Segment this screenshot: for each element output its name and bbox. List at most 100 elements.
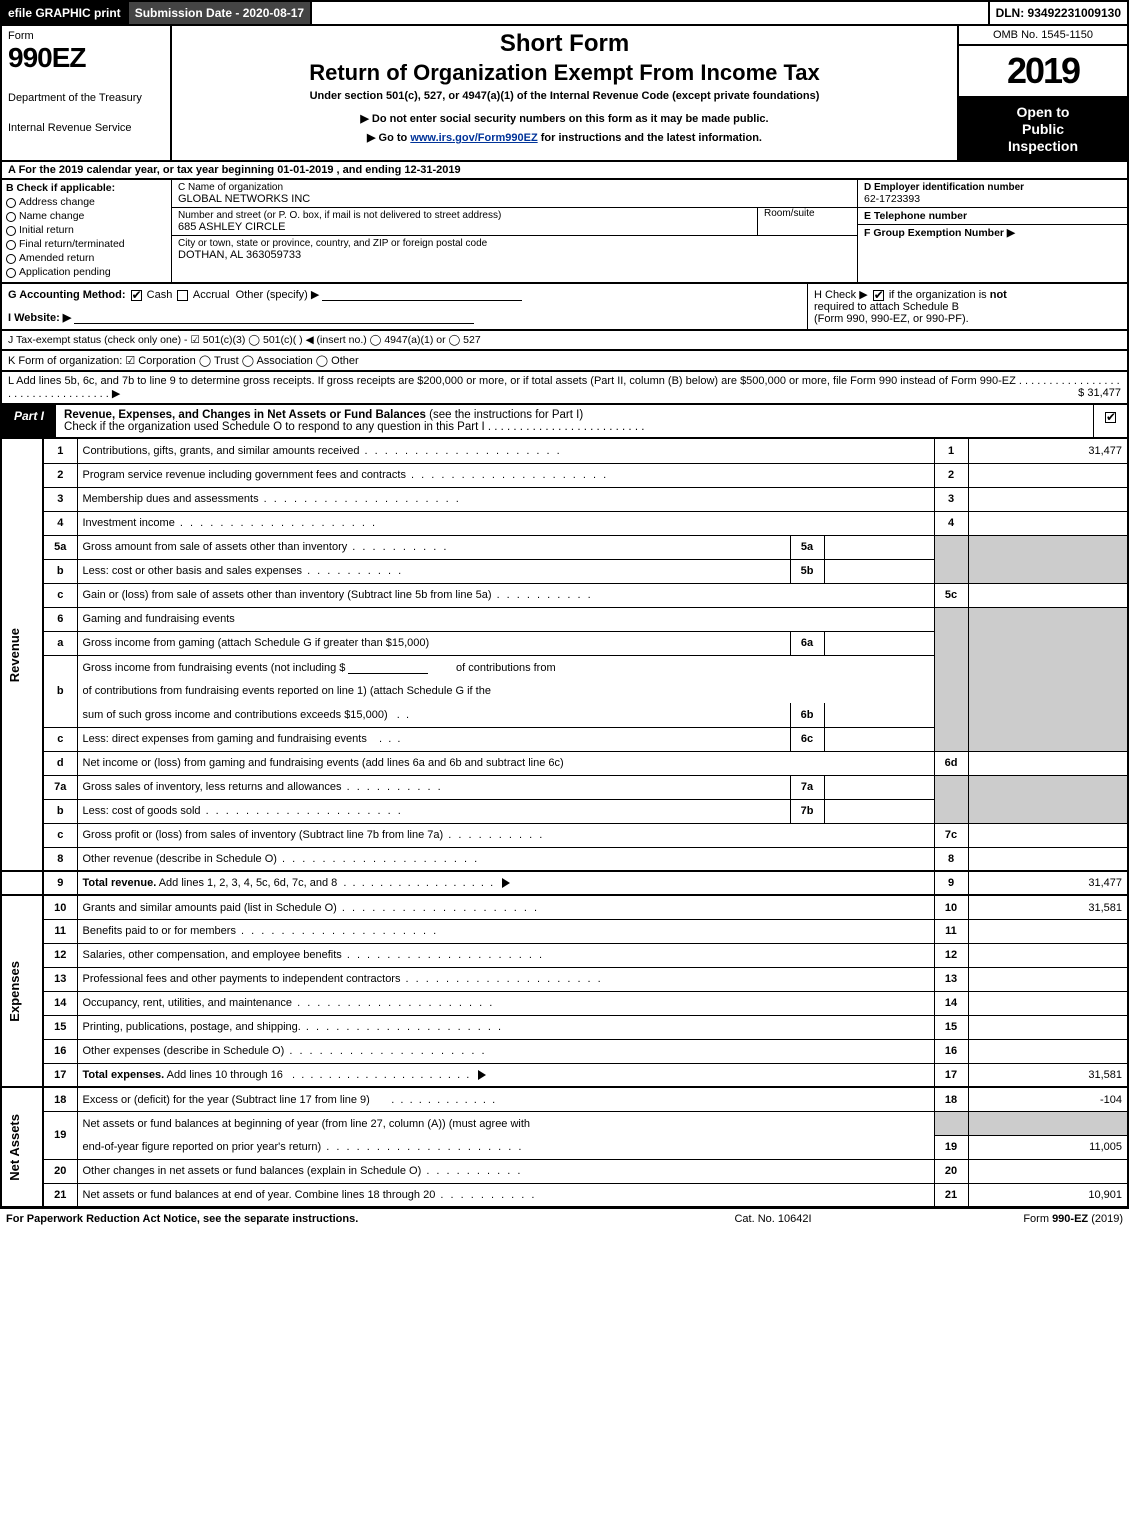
l6c-desc: Less: direct expenses from gaming and fu… <box>77 727 790 751</box>
dept-irs: Internal Revenue Service <box>8 122 164 134</box>
l13-num: 13 <box>43 967 77 991</box>
org-name-cell: C Name of organization GLOBAL NETWORKS I… <box>172 180 857 208</box>
chk-schedule-b[interactable] <box>873 290 884 301</box>
row-k: K Form of organization: ☑ Corporation ◯ … <box>0 351 1129 372</box>
addr-value: 685 ASHLEY CIRCLE <box>178 221 751 233</box>
note-goto: ▶ Go to www.irs.gov/Form990EZ for instru… <box>182 131 947 144</box>
open-public-inspection: Open to Public Inspection <box>959 98 1127 160</box>
l16-num: 16 <box>43 1039 77 1063</box>
l5c-amt <box>968 583 1128 607</box>
l17-num: 17 <box>43 1063 77 1087</box>
l18-num: 18 <box>43 1087 77 1111</box>
l6-num: 6 <box>43 607 77 631</box>
chk-amended-return[interactable]: Amended return <box>6 252 167 264</box>
l6-grey1 <box>934 607 968 751</box>
l15-num: 15 <box>43 1015 77 1039</box>
triangle-icon <box>478 1070 486 1080</box>
dept-treasury: Department of the Treasury <box>8 92 164 104</box>
chk-schedule-o-part1[interactable] <box>1105 412 1116 423</box>
l10-num: 10 <box>43 895 77 919</box>
l5b-sn: 5b <box>790 559 824 583</box>
box-f: F Group Exemption Number ▶ <box>858 225 1127 282</box>
side-net-assets: Net Assets <box>1 1087 43 1207</box>
l3-ln: 3 <box>934 487 968 511</box>
l9-amt: 31,477 <box>968 871 1128 895</box>
l19-desc1: Net assets or fund balances at beginning… <box>77 1111 934 1135</box>
l7a-num: 7a <box>43 775 77 799</box>
l16-amt <box>968 1039 1128 1063</box>
website-line[interactable] <box>74 312 474 324</box>
l9-num: 9 <box>43 871 77 895</box>
l15-ln: 15 <box>934 1015 968 1039</box>
title-sub: Under section 501(c), 527, or 4947(a)(1)… <box>182 90 947 102</box>
row-l-text: L Add lines 5b, 6c, and 7b to line 9 to … <box>8 375 1120 400</box>
submission-date-button[interactable]: Submission Date - 2020-08-17 <box>129 2 312 24</box>
box-e: E Telephone number <box>858 208 1127 225</box>
l10-desc: Grants and similar amounts paid (list in… <box>77 895 934 919</box>
header-center: Short Form Return of Organization Exempt… <box>172 26 957 160</box>
chk-cash[interactable] <box>131 290 142 301</box>
l9-desc: Total revenue. Add lines 1, 2, 3, 4, 5c,… <box>77 871 934 895</box>
top-spacer <box>312 2 987 24</box>
l6-desc: Gaming and fundraising events <box>77 607 934 631</box>
form-label: Form <box>8 30 164 42</box>
row-h: H Check ▶ if the organization is not req… <box>807 284 1127 329</box>
l11-desc: Benefits paid to or for members <box>77 919 934 943</box>
l5ab-grey2 <box>968 535 1128 583</box>
l14-num: 14 <box>43 991 77 1015</box>
city-value: DOTHAN, AL 363059733 <box>178 249 851 261</box>
efile-print-button[interactable]: efile GRAPHIC print <box>2 2 129 24</box>
side-revenue: Revenue <box>1 439 43 871</box>
l6b-samt <box>824 703 934 727</box>
irs-link[interactable]: www.irs.gov/Form990EZ <box>410 132 537 144</box>
l6d-amt <box>968 751 1128 775</box>
l5b-samt <box>824 559 934 583</box>
l5c-ln: 5c <box>934 583 968 607</box>
inspect-1: Open to <box>963 104 1123 121</box>
l5c-desc: Gain or (loss) from sale of assets other… <box>77 583 934 607</box>
l1-ln: 1 <box>934 439 968 463</box>
ein-label: D Employer identification number <box>864 182 1121 193</box>
l16-ln: 16 <box>934 1039 968 1063</box>
part-1-header: Part I Revenue, Expenses, and Changes in… <box>0 405 1129 439</box>
l10-amt: 31,581 <box>968 895 1128 919</box>
l18-ln: 18 <box>934 1087 968 1111</box>
chk-application-pending[interactable]: Application pending <box>6 266 167 278</box>
l2-amt <box>968 463 1128 487</box>
chk-initial-return[interactable]: Initial return <box>6 224 167 236</box>
l7b-sn: 7b <box>790 799 824 823</box>
l13-ln: 13 <box>934 967 968 991</box>
l19-amt: 11,005 <box>968 1135 1128 1159</box>
l7a-desc: Gross sales of inventory, less returns a… <box>77 775 790 799</box>
l4-num: 4 <box>43 511 77 535</box>
l14-desc: Occupancy, rent, utilities, and maintena… <box>77 991 934 1015</box>
row-l-amount: $ 31,477 <box>1078 387 1121 399</box>
chk-name-change[interactable]: Name change <box>6 210 167 222</box>
note2-pre: ▶ Go to <box>367 132 410 144</box>
part-1-check-line: Check if the organization used Schedule … <box>64 421 644 433</box>
l1-amt: 31,477 <box>968 439 1128 463</box>
chk-address-change[interactable]: Address change <box>6 196 167 208</box>
form-header: Form 990EZ Department of the Treasury In… <box>0 26 1129 162</box>
l8-num: 8 <box>43 847 77 871</box>
l6b-fillamt[interactable] <box>348 662 428 674</box>
top-bar: efile GRAPHIC print Submission Date - 20… <box>0 0 1129 26</box>
other-specify-line[interactable] <box>322 289 522 301</box>
l13-amt <box>968 967 1128 991</box>
l4-desc: Investment income <box>77 511 934 535</box>
side-rev-end <box>1 871 43 895</box>
inspect-2: Public <box>963 121 1123 138</box>
l6d-ln: 6d <box>934 751 968 775</box>
addr-label: Number and street (or P. O. box, if mail… <box>178 210 751 221</box>
l6b-sn: 6b <box>790 703 824 727</box>
chk-accrual[interactable] <box>177 290 188 301</box>
chk-final-return[interactable]: Final return/terminated <box>6 238 167 250</box>
l7b-desc: Less: cost of goods sold <box>77 799 790 823</box>
tel-label: E Telephone number <box>864 210 1121 222</box>
l12-desc: Salaries, other compensation, and employ… <box>77 943 934 967</box>
l7b-samt <box>824 799 934 823</box>
part-1-title: Revenue, Expenses, and Changes in Net As… <box>56 405 1093 437</box>
footer-paperwork: For Paperwork Reduction Act Notice, see … <box>6 1213 623 1225</box>
part-1-tab: Part I <box>2 405 56 437</box>
l6d-num: d <box>43 751 77 775</box>
